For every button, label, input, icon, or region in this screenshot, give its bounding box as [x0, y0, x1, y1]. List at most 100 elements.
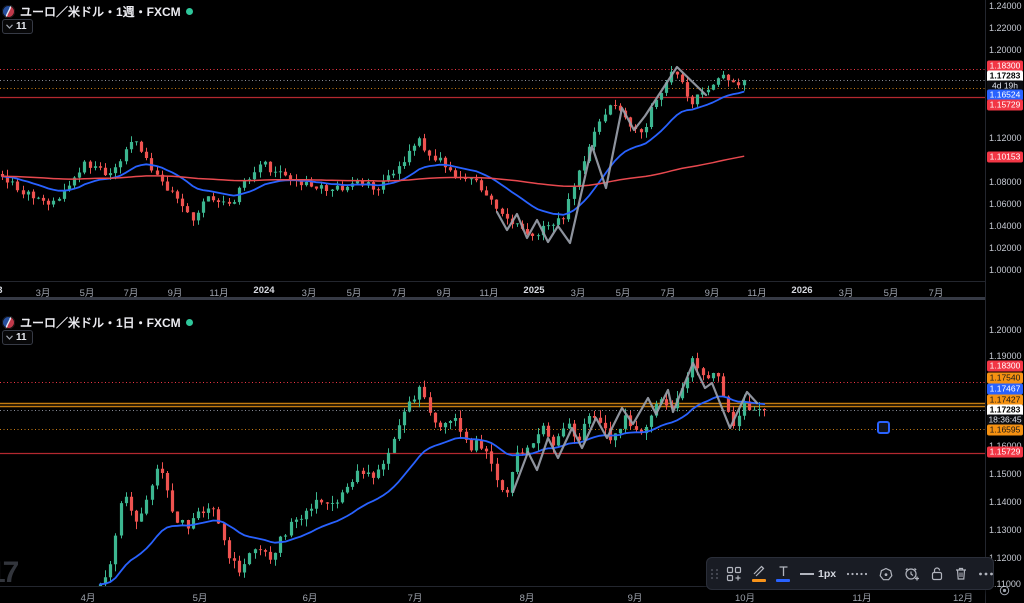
weekly-chart-canvas[interactable] [0, 0, 985, 281]
price-badge-red: 1.18300 [987, 60, 1023, 72]
more-options-icon[interactable] [974, 560, 998, 587]
time-axis-month-label: 7月 [928, 288, 944, 299]
price-axis-label: 1.20000 [989, 45, 1022, 55]
time-axis-month-label: 11月 [209, 288, 229, 299]
line-width-button[interactable]: 1px [796, 560, 840, 587]
time-axis-year-label: 2026 [791, 285, 813, 296]
top-pane-axis-separator [0, 281, 1024, 282]
time-axis-month-label: 10月 [734, 593, 756, 603]
time-axis-month-label: 11月 [479, 288, 499, 299]
price-axis-label: 1.12000 [989, 553, 1022, 563]
price-badge-orange: 1.16595 [987, 424, 1023, 436]
price-axis-label: 1.22000 [989, 23, 1022, 33]
time-axis-month-label: 3月 [570, 288, 586, 299]
selected-color-swatch [752, 579, 766, 582]
time-axis-month-label: 7月 [391, 288, 407, 299]
axis-settings-icon[interactable] [999, 583, 1010, 601]
time-axis-year-label: 2024 [253, 285, 275, 296]
pane-divider[interactable] [0, 297, 1024, 300]
chevron-down-icon [6, 335, 13, 340]
time-axis-month-label: 11月 [852, 593, 872, 603]
time-axis-month-label: 3月 [301, 288, 317, 299]
symbol-title-daily[interactable]: ユーロ／米ドル・1日・FXCM [20, 315, 181, 330]
price-axis-label: 1.15000 [989, 469, 1022, 479]
indicators-badge-weekly[interactable]: 11 [2, 19, 33, 34]
price-badge-red: 1.10153 [987, 151, 1023, 163]
market-open-dot [185, 7, 193, 15]
price-badge-white: 1.17283 [987, 70, 1023, 82]
time-axis-month-label: 11月 [747, 288, 767, 299]
price-axis-label: 1.08000 [989, 177, 1022, 187]
time-axis-month-label: 9月 [704, 288, 720, 299]
line-width-label: 1px [818, 567, 837, 580]
time-axis-month-label: 5月 [615, 288, 631, 299]
time-axis-year-label: 2023 [0, 285, 3, 296]
time-axis-month-label: 9月 [627, 593, 643, 603]
price-badge-blue: 1.17467 [987, 383, 1023, 394]
price-badge-red: 1.15729 [987, 446, 1023, 458]
daily-time-axis[interactable]: 4月 5月 6月 7月 8月 9月 10月 11月 12月 [0, 587, 985, 603]
text-color-swatch [776, 579, 790, 582]
time-axis-year-label: 2025 [523, 285, 545, 296]
time-axis-month-label: 9月 [167, 288, 183, 299]
indicators-badge-daily[interactable]: 11 [2, 330, 33, 345]
settings-icon[interactable] [874, 560, 898, 587]
price-badge-orange: 1.17427 [987, 394, 1023, 405]
daily-chart-legend: ユーロ／米ドル・1日・FXCM [2, 314, 193, 330]
symbol-pair-icon [2, 315, 15, 329]
symbol-pair-icon [2, 4, 15, 18]
line-style-icon[interactable] [842, 560, 872, 587]
price-badge-red: 1.18300 [987, 360, 1023, 372]
market-open-dot [185, 318, 193, 326]
symbol-title-weekly[interactable]: ユーロ／米ドル・1週・FXCM [20, 4, 181, 19]
price-axis-label: 1.19000 [989, 351, 1022, 361]
delete-icon[interactable] [950, 560, 972, 587]
price-axis-label: 1.16000 [989, 441, 1022, 451]
price-axis[interactable]: 1.24000 1.22000 1.20000 1.12000 1.08000 1.060… [985, 0, 1024, 603]
time-axis-month-label: 6月 [302, 593, 318, 603]
add-alert-icon[interactable] [900, 560, 924, 587]
price-axis-label: 1.12000 [989, 133, 1022, 143]
indicator-count: 11 [16, 21, 27, 32]
time-axis-month-label: 12月 [952, 593, 974, 603]
weekly-chart-legend: ユーロ／米ドル・1週・FXCM [2, 3, 193, 19]
time-axis-month-label: 3月 [838, 288, 854, 299]
price-badge-blue: 1.16524 [987, 89, 1023, 101]
price-axis-label: 1.20000 [989, 325, 1022, 335]
daily-chart-canvas[interactable] [0, 300, 985, 586]
time-axis-month-label: 5月 [346, 288, 362, 299]
drawing-anchor-handle[interactable] [877, 421, 890, 434]
price-axis-label: 1.13000 [989, 525, 1022, 535]
price-axis-label: 1.00000 [989, 265, 1022, 275]
tradingview-watermark: 17 [0, 556, 19, 589]
price-badge-red: 1.15729 [987, 99, 1023, 111]
time-axis-month-label: 9月 [436, 288, 452, 299]
time-axis-month-label: 8月 [519, 593, 535, 603]
weekly-time-axis[interactable]: 2023 3月 5月 7月 9月 11月 2024 3月 5月 7月 9月 11月 2025 3月 5月 7月… [0, 282, 985, 299]
price-axis-label: 1.02000 [989, 243, 1022, 253]
lock-icon[interactable] [926, 560, 948, 587]
price-badge-countdown: 4d 19h [987, 80, 1023, 91]
price-axis-label: 1.11000 [989, 579, 1021, 589]
indicator-count: 11 [16, 332, 27, 343]
time-axis-month-label: 5月 [192, 593, 208, 603]
price-badge-white: 1.17283 [987, 404, 1023, 416]
price-axis-label: 1.06000 [989, 199, 1022, 209]
price-axis-label: 1.24000 [989, 1, 1022, 11]
toolbar-drag-handle[interactable] [711, 565, 719, 583]
price-badge-orange: 1.17540 [987, 372, 1023, 383]
text-color-icon[interactable] [772, 560, 794, 587]
line-color-icon[interactable] [748, 560, 770, 587]
time-axis-month-label: 3月 [35, 288, 51, 299]
time-axis-month-label: 7月 [407, 593, 423, 603]
time-axis-month-label: 4月 [80, 593, 96, 603]
time-axis-month-label: 5月 [79, 288, 95, 299]
drawing-toolbar: 1px [706, 557, 994, 590]
bottom-pane-axis-separator [0, 586, 1024, 587]
price-axis-label: 1.04000 [989, 221, 1022, 231]
time-axis-month-label: 5月 [883, 288, 899, 299]
time-axis-month-label: 7月 [660, 288, 676, 299]
price-badge-countdown: 18:36:45 [987, 414, 1023, 425]
drawing-templates-icon[interactable] [722, 560, 746, 587]
